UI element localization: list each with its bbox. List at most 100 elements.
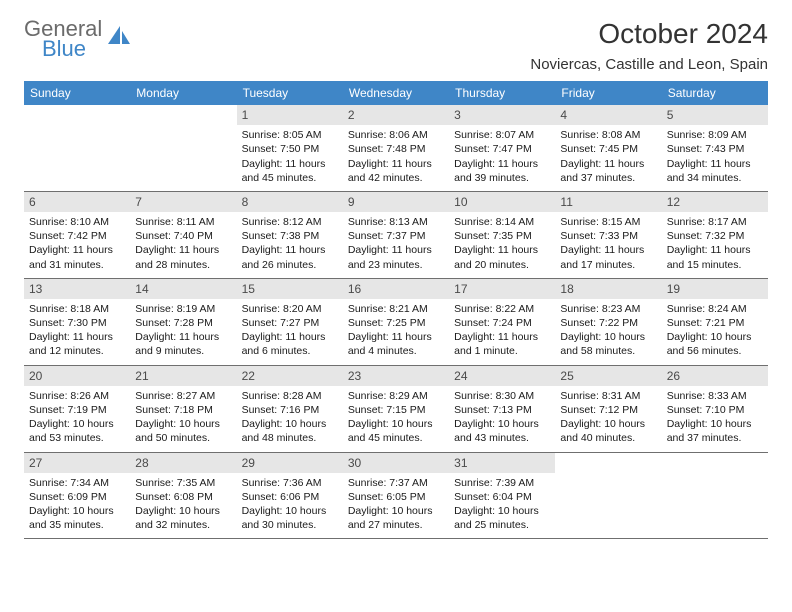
sunset-text: Sunset: 7:40 PM <box>135 229 231 243</box>
sunrise-text: Sunrise: 8:22 AM <box>454 302 550 316</box>
sunset-text: Sunset: 7:48 PM <box>348 142 444 156</box>
sunrise-text: Sunrise: 7:35 AM <box>135 476 231 490</box>
month-title: October 2024 <box>530 18 768 50</box>
sunset-text: Sunset: 7:30 PM <box>29 316 125 330</box>
day-number: 12 <box>662 192 768 212</box>
weekday-header: Monday <box>130 81 236 105</box>
weekday-header-row: SundayMondayTuesdayWednesdayThursdayFrid… <box>24 81 768 105</box>
day-number: 15 <box>237 279 343 299</box>
sunrise-text: Sunrise: 8:27 AM <box>135 389 231 403</box>
day-number: 8 <box>237 192 343 212</box>
sunset-text: Sunset: 7:28 PM <box>135 316 231 330</box>
week-row: 1Sunrise: 8:05 AMSunset: 7:50 PMDaylight… <box>24 105 768 192</box>
daylight-text: Daylight: 10 hours and 43 minutes. <box>454 417 550 445</box>
sunset-text: Sunset: 6:04 PM <box>454 490 550 504</box>
sunrise-text: Sunrise: 8:05 AM <box>242 128 338 142</box>
daylight-text: Daylight: 11 hours and 45 minutes. <box>242 157 338 185</box>
sunset-text: Sunset: 7:21 PM <box>667 316 763 330</box>
sunset-text: Sunset: 7:37 PM <box>348 229 444 243</box>
daylight-text: Daylight: 11 hours and 31 minutes. <box>29 243 125 271</box>
day-cell: 31Sunrise: 7:39 AMSunset: 6:04 PMDayligh… <box>449 453 555 539</box>
day-cell: 2Sunrise: 8:06 AMSunset: 7:48 PMDaylight… <box>343 105 449 191</box>
brand-text: General Blue <box>24 18 102 60</box>
day-cell: 30Sunrise: 7:37 AMSunset: 6:05 PMDayligh… <box>343 453 449 539</box>
day-number: 27 <box>24 453 130 473</box>
sunrise-text: Sunrise: 8:24 AM <box>667 302 763 316</box>
day-number: 1 <box>237 105 343 125</box>
daylight-text: Daylight: 10 hours and 30 minutes. <box>242 504 338 532</box>
daylight-text: Daylight: 11 hours and 42 minutes. <box>348 157 444 185</box>
brand-bottom: Blue <box>42 38 102 60</box>
sunrise-text: Sunrise: 8:09 AM <box>667 128 763 142</box>
sunset-text: Sunset: 7:27 PM <box>242 316 338 330</box>
daylight-text: Daylight: 11 hours and 39 minutes. <box>454 157 550 185</box>
daylight-text: Daylight: 10 hours and 35 minutes. <box>29 504 125 532</box>
day-cell: 19Sunrise: 8:24 AMSunset: 7:21 PMDayligh… <box>662 279 768 365</box>
sunrise-text: Sunrise: 8:21 AM <box>348 302 444 316</box>
sunset-text: Sunset: 7:24 PM <box>454 316 550 330</box>
sunset-text: Sunset: 6:08 PM <box>135 490 231 504</box>
week-row: 13Sunrise: 8:18 AMSunset: 7:30 PMDayligh… <box>24 279 768 366</box>
day-cell: 24 Sunrise: 8:30 AMSunset: 7:13 PMDayligh… <box>449 366 555 452</box>
sunrise-text: Sunrise: 8:11 AM <box>135 215 231 229</box>
day-number: 11 <box>555 192 661 212</box>
day-number: 21 <box>130 366 236 386</box>
daylight-text: Daylight: 11 hours and 9 minutes. <box>135 330 231 358</box>
sunrise-text: Sunrise: 8:29 AM <box>348 389 444 403</box>
weekday-header: Thursday <box>449 81 555 105</box>
day-number: 3 <box>449 105 555 125</box>
day-cell: 18Sunrise: 8:23 AMSunset: 7:22 PMDayligh… <box>555 279 661 365</box>
sunset-text: Sunset: 6:05 PM <box>348 490 444 504</box>
empty-cell <box>130 105 236 191</box>
sunset-text: Sunset: 6:06 PM <box>242 490 338 504</box>
sunset-text: Sunset: 7:15 PM <box>348 403 444 417</box>
sunrise-text: Sunrise: 8:13 AM <box>348 215 444 229</box>
daylight-text: Daylight: 11 hours and 12 minutes. <box>29 330 125 358</box>
sunset-text: Sunset: 7:43 PM <box>667 142 763 156</box>
day-cell: 9Sunrise: 8:13 AMSunset: 7:37 PMDaylight… <box>343 192 449 278</box>
sunset-text: Sunset: 6:09 PM <box>29 490 125 504</box>
sunrise-text: Sunrise: 8:30 AM <box>454 389 550 403</box>
daylight-text: Daylight: 11 hours and 28 minutes. <box>135 243 231 271</box>
sunset-text: Sunset: 7:12 PM <box>560 403 656 417</box>
sunset-text: Sunset: 7:13 PM <box>454 403 550 417</box>
day-number: 9 <box>343 192 449 212</box>
daylight-text: Daylight: 10 hours and 37 minutes. <box>667 417 763 445</box>
day-number: 24 <box>449 366 555 386</box>
sunset-text: Sunset: 7:19 PM <box>29 403 125 417</box>
weekday-header: Tuesday <box>237 81 343 105</box>
day-cell: 23Sunrise: 8:29 AMSunset: 7:15 PMDayligh… <box>343 366 449 452</box>
daylight-text: Daylight: 10 hours and 56 minutes. <box>667 330 763 358</box>
day-number: 7 <box>130 192 236 212</box>
day-cell: 27 Sunrise: 7:34 AMSunset: 6:09 PMDayligh… <box>24 453 130 539</box>
week-row: 27Sunrise: 7:34 AMSunset: 6:09 PMDayligh… <box>24 453 768 540</box>
day-number: 14 <box>130 279 236 299</box>
daylight-text: Daylight: 10 hours and 32 minutes. <box>135 504 231 532</box>
day-number: 17 <box>449 279 555 299</box>
daylight-text: Daylight: 10 hours and 48 minutes. <box>242 417 338 445</box>
header: General Blue October 2024 Noviercas, Cas… <box>24 18 768 73</box>
day-number: 25 <box>555 366 661 386</box>
day-number: 6 <box>24 192 130 212</box>
sunset-text: Sunset: 7:42 PM <box>29 229 125 243</box>
day-number: 26 <box>662 366 768 386</box>
day-cell: 8Sunrise: 8:12 AMSunset: 7:38 PMDaylight… <box>237 192 343 278</box>
empty-cell <box>662 453 768 539</box>
daylight-text: Daylight: 10 hours and 50 minutes. <box>135 417 231 445</box>
day-cell: 4Sunrise: 8:08 AMSunset: 7:45 PMDaylight… <box>555 105 661 191</box>
daylight-text: Daylight: 10 hours and 27 minutes. <box>348 504 444 532</box>
day-cell: 3Sunrise: 8:07 AMSunset: 7:47 PMDaylight… <box>449 105 555 191</box>
sunrise-text: Sunrise: 8:18 AM <box>29 302 125 316</box>
sunrise-text: Sunrise: 8:19 AM <box>135 302 231 316</box>
day-cell: 22Sunrise: 8:28 AMSunset: 7:16 PMDayligh… <box>237 366 343 452</box>
sunrise-text: Sunrise: 7:34 AM <box>29 476 125 490</box>
sunrise-text: Sunrise: 8:08 AM <box>560 128 656 142</box>
daylight-text: Daylight: 11 hours and 37 minutes. <box>560 157 656 185</box>
day-cell: 7 Sunrise: 8:11 AMSunset: 7:40 PMDaylight… <box>130 192 236 278</box>
brand-logo: General Blue <box>24 18 132 60</box>
day-number: 28 <box>130 453 236 473</box>
sunset-text: Sunset: 7:45 PM <box>560 142 656 156</box>
weekday-header: Friday <box>555 81 661 105</box>
sunset-text: Sunset: 7:25 PM <box>348 316 444 330</box>
weekday-header: Wednesday <box>343 81 449 105</box>
